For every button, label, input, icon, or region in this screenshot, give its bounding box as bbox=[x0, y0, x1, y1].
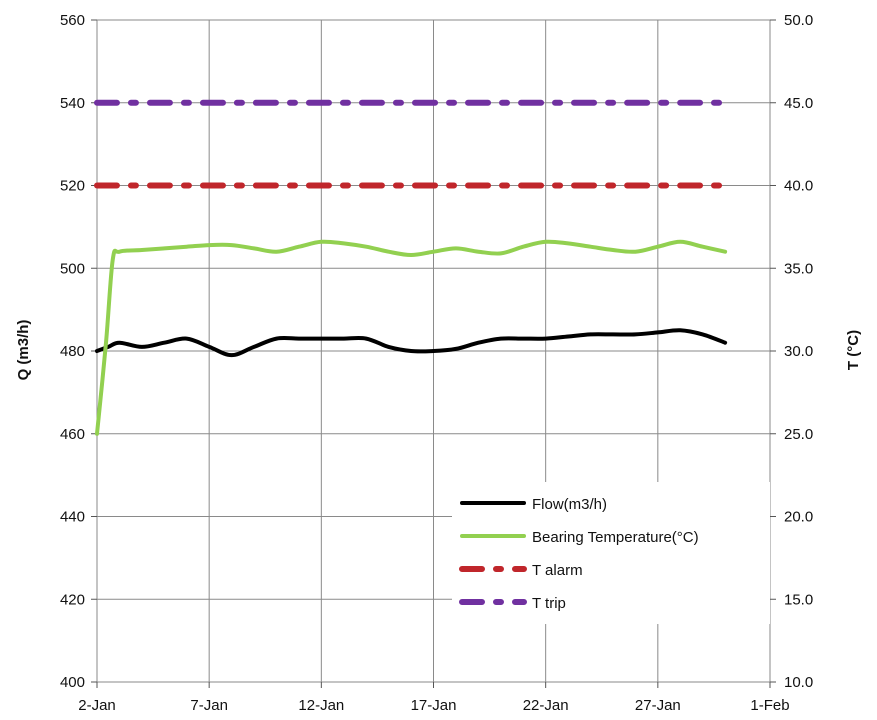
legend-label-bearing-temperature-c: Bearing Temperature(°C) bbox=[532, 529, 699, 546]
y2-tick-label: 15.0 bbox=[784, 591, 813, 608]
series-line-bearing-temperature-c bbox=[95, 239, 728, 436]
y2-tick-label: 45.0 bbox=[784, 95, 813, 112]
legend-label-t-trip: T trip bbox=[532, 595, 566, 612]
y2-tick-label: 10.0 bbox=[784, 674, 813, 691]
legend: Flow(m3/h) Bearing Temperature(°C) T alarm… bbox=[452, 482, 770, 624]
y-tick-label: 400 bbox=[60, 674, 85, 691]
y2-tick-label: 35.0 bbox=[784, 260, 813, 277]
y-tick-label: 460 bbox=[60, 426, 85, 443]
y2-tick-label: 50.0 bbox=[784, 12, 813, 29]
x-tick-label: 12-Jan bbox=[298, 697, 344, 714]
x-tick-label: 2-Jan bbox=[78, 697, 116, 714]
y-tick-label: 480 bbox=[60, 343, 85, 360]
y2-tick-label: 30.0 bbox=[784, 343, 813, 360]
x-tick-label: 27-Jan bbox=[635, 697, 681, 714]
y2-tick-label: 20.0 bbox=[784, 509, 813, 526]
x-tick-label: 1-Feb bbox=[750, 697, 789, 714]
y-tick-label: 500 bbox=[60, 260, 85, 277]
y-tick-label: 420 bbox=[60, 591, 85, 608]
axes: 2-Jan 7-Jan 12-Jan 17-Jan 22-Jan 27-Jan 1-Feb 4… bbox=[60, 12, 813, 714]
x-tick-label: 17-Jan bbox=[411, 697, 457, 714]
y-tick-label: 540 bbox=[60, 95, 85, 112]
legend-label-flow-m3-h: Flow(m3/h) bbox=[532, 496, 607, 513]
x-tick-label: 7-Jan bbox=[190, 697, 228, 714]
series-lines bbox=[94, 99, 729, 436]
y-tick-label: 520 bbox=[60, 178, 85, 195]
y2-axis-title: T (°C) bbox=[845, 330, 862, 370]
y2-tick-label: 25.0 bbox=[784, 426, 813, 443]
legend-box bbox=[452, 482, 770, 624]
y-axis-title: Q (m3/h) bbox=[15, 320, 32, 381]
y-tick-label: 560 bbox=[60, 12, 85, 29]
y2-tick-label: 40.0 bbox=[784, 178, 813, 195]
x-tick-label: 22-Jan bbox=[523, 697, 569, 714]
y-tick-label: 440 bbox=[60, 509, 85, 526]
legend-label-t-alarm: T alarm bbox=[532, 562, 583, 579]
series-line-flow-m3-h bbox=[95, 328, 728, 358]
